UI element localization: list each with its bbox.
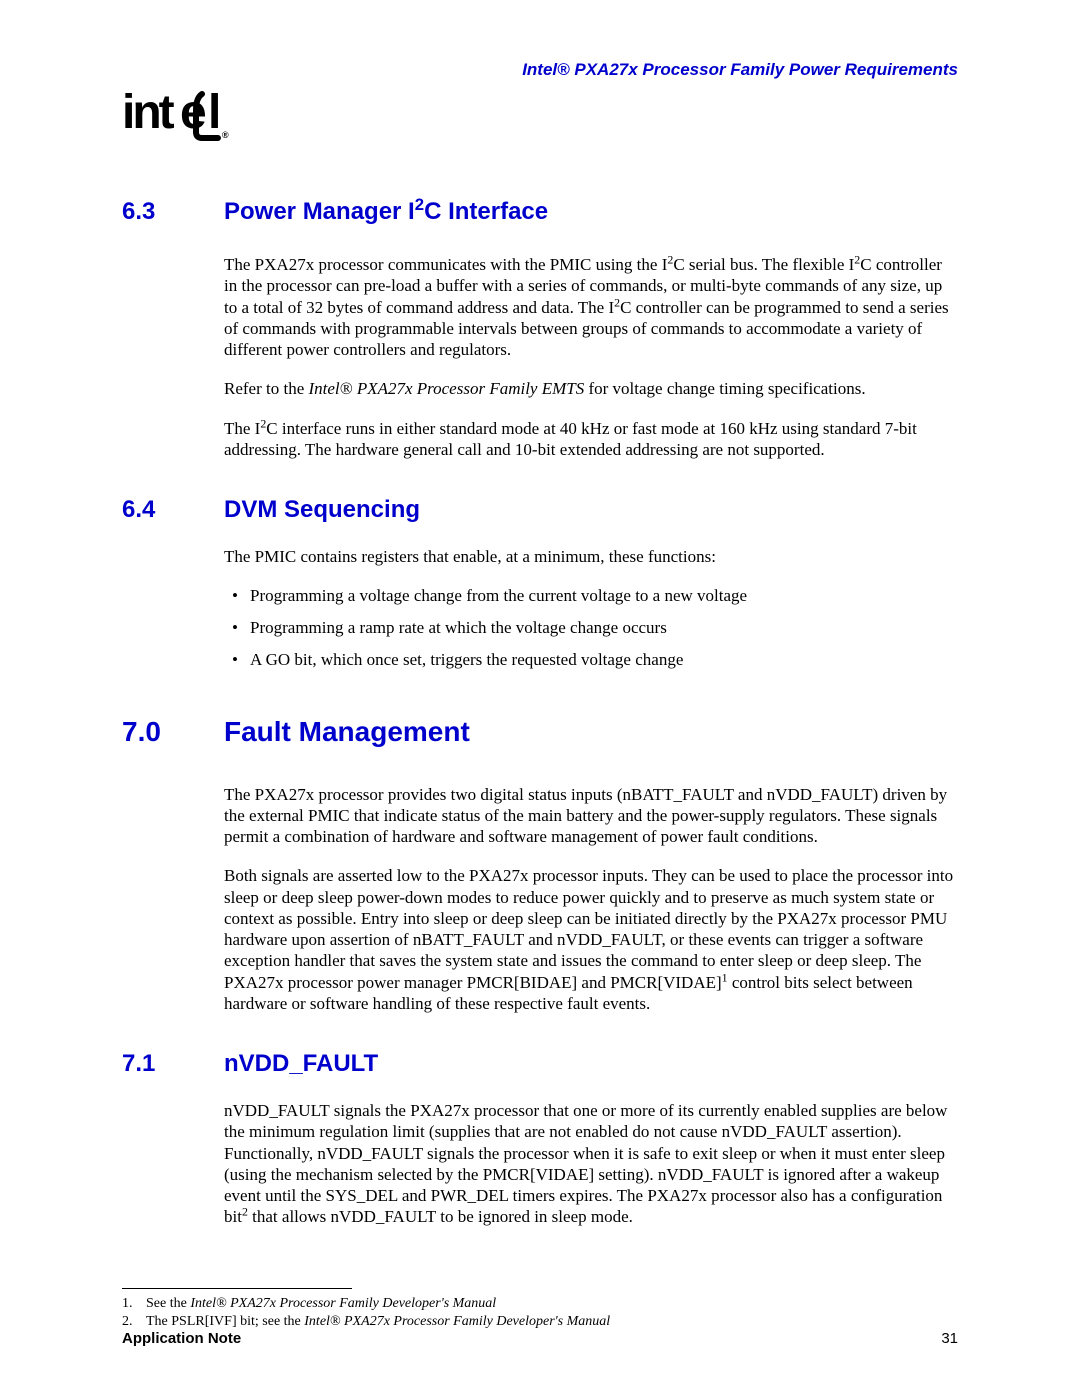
section-title: nVDD_FAULT	[224, 1050, 378, 1078]
doc-header-title: Intel® PXA27x Processor Family Power Req…	[122, 60, 958, 80]
text-italic: Intel® PXA27x Processor Family Developer…	[190, 1296, 496, 1311]
text-italic: Intel® PXA27x Processor Family Developer…	[304, 1314, 610, 1329]
section-6-3-heading: 6.3 Power Manager I2C Interface	[122, 198, 958, 226]
footnote-text: See the Intel® PXA27x Processor Family D…	[146, 1295, 496, 1314]
section-title: Power Manager I2C Interface	[224, 198, 548, 226]
footnote-separator	[122, 1288, 352, 1289]
paragraph: The I2C interface runs in either standar…	[224, 418, 958, 461]
title-text-post: C Interface	[424, 198, 548, 225]
title-sup: 2	[415, 195, 424, 214]
section-7-0-heading: 7.0 Fault Management	[122, 716, 958, 748]
text-run: C serial bus. The flexible I	[673, 255, 854, 274]
section-number: 7.1	[122, 1050, 224, 1078]
page-footer: Application Note 31	[122, 1330, 958, 1347]
paragraph: nVDD_FAULT signals the PXA27x processor …	[224, 1100, 958, 1228]
section-6-4-heading: 6.4 DVM Sequencing	[122, 496, 958, 524]
text-run: The PXA27x processor communicates with t…	[224, 255, 667, 274]
text-run: The PSLR[IVF] bit; see the	[146, 1314, 304, 1329]
list-item: Programming a voltage change from the cu…	[224, 585, 958, 607]
svg-text:int: int	[122, 88, 175, 139]
title-text-pre: Power Manager I	[224, 198, 415, 225]
text-run: Refer to the	[224, 379, 309, 398]
text-run: for voltage change timing specifications…	[584, 379, 865, 398]
section-7-1-heading: 7.1 nVDD_FAULT	[122, 1050, 958, 1078]
svg-text:®: ®	[222, 130, 229, 140]
text-run: See the	[146, 1296, 190, 1311]
bullet-list: Programming a voltage change from the cu…	[224, 585, 958, 671]
paragraph: The PMIC contains registers that enable,…	[224, 546, 958, 567]
text-run: C interface runs in either standard mode…	[224, 419, 917, 459]
section-title: DVM Sequencing	[224, 496, 420, 524]
footnote-number: 1.	[122, 1295, 146, 1314]
footnote: 1. See the Intel® PXA27x Processor Famil…	[122, 1295, 958, 1314]
page-number: 31	[941, 1330, 958, 1347]
svg-text:l: l	[208, 88, 219, 139]
section-number: 7.0	[122, 716, 224, 748]
paragraph: The PXA27x processor communicates with t…	[224, 254, 958, 360]
list-item: Programming a ramp rate at which the vol…	[224, 617, 958, 639]
text-run: The I	[224, 419, 260, 438]
section-number: 6.4	[122, 496, 224, 524]
footer-left: Application Note	[122, 1330, 241, 1347]
paragraph: Refer to the Intel® PXA27x Processor Fam…	[224, 378, 958, 399]
text-run: that allows nVDD_FAULT to be ignored in …	[248, 1207, 633, 1226]
list-item: A GO bit, which once set, triggers the r…	[224, 649, 958, 671]
section-number: 6.3	[122, 198, 224, 226]
text-italic: Intel® PXA27x Processor Family EMTS	[309, 379, 585, 398]
paragraph: The PXA27x processor provides two digita…	[224, 784, 958, 848]
intel-logo: int e l ®	[122, 88, 232, 154]
paragraph: Both signals are asserted low to the PXA…	[224, 865, 958, 1014]
footnotes: 1. See the Intel® PXA27x Processor Famil…	[122, 1295, 958, 1333]
section-title: Fault Management	[224, 716, 470, 748]
